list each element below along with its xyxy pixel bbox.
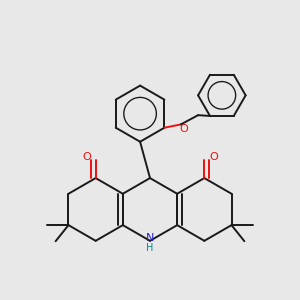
- Text: H: H: [146, 243, 154, 253]
- Text: O: O: [180, 124, 189, 134]
- Text: N: N: [146, 232, 154, 242]
- Text: O: O: [209, 152, 218, 162]
- Text: O: O: [82, 152, 91, 162]
